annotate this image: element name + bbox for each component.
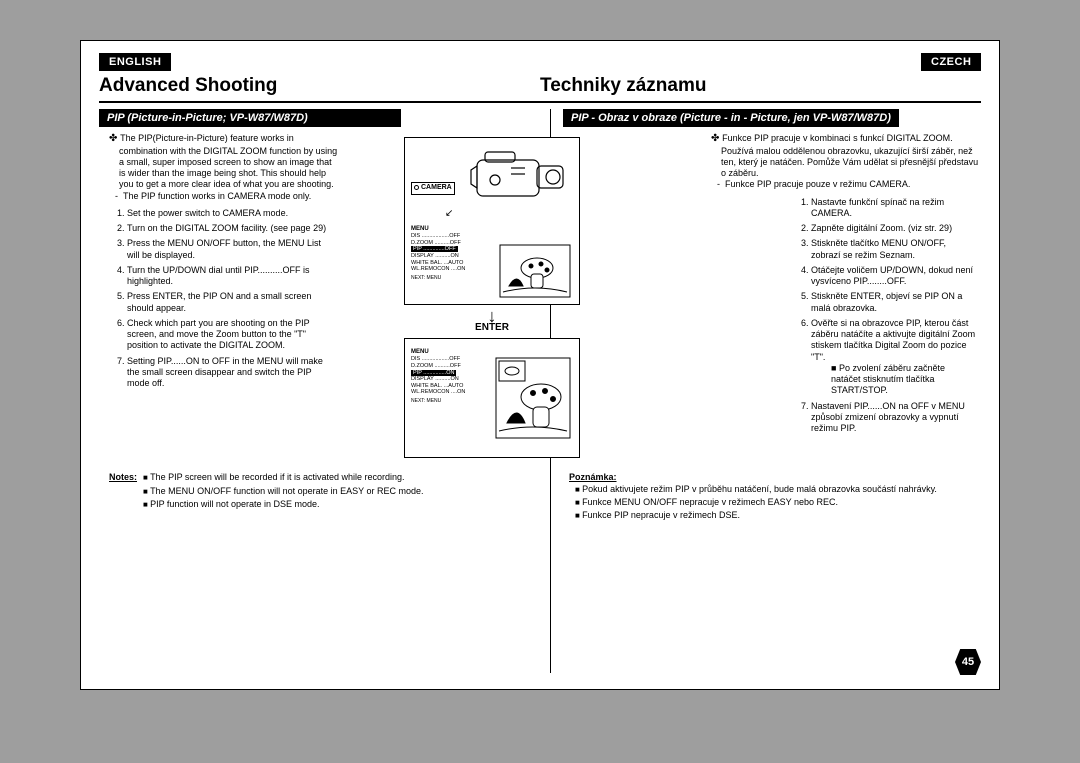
subtitle-en: PIP (Picture-in-Picture; VP-W87/W87D) (99, 109, 401, 127)
menu2-title: MENU (411, 349, 493, 356)
en-step-6: Check which part you are shooting on the… (127, 318, 339, 352)
cz-notes-col: Poznámka: Pokud aktivujete režim PIP v p… (569, 472, 949, 523)
menu2-l1: D.ZOOM ..........OFF (411, 363, 493, 370)
en-steps: Set the power switch to CAMERA mode. Tur… (99, 208, 339, 390)
en-note-3: PIP function will not operate in DSE mod… (155, 499, 539, 510)
menu1-l1: D.ZOOM ..........OFF (411, 240, 493, 247)
cz-intro2: Používá malou oddělenou obrazovku, ukazu… (701, 146, 981, 180)
cz-intro-dash: - Funkce PIP pracuje pouze v režimu CAME… (701, 179, 981, 190)
manual-page: ENGLISH CZECH Advanced Shooting Techniky… (80, 40, 1000, 690)
cz-step-6-sub-text: Po zvolení záběru začněte natáčet stiskn… (831, 363, 977, 397)
cz-step-3: Stiskněte tlačítko MENU ON/OFF, zobrazí … (811, 238, 981, 261)
en-notes-list: The PIP screen will be recorded if it is… (99, 472, 539, 510)
en-note-1: The PIP screen will be recorded if it is… (155, 472, 539, 483)
cz-step-4: Otáčejte voličem UP/DOWN, dokud není vys… (811, 265, 981, 288)
mushroom-scene-2 (495, 357, 571, 439)
illustration-column: CAMERA ↙ MENU DIS .............. (397, 133, 587, 464)
menu2-l4: WHITE BAL. ...AUTO (411, 383, 493, 390)
en-step-2: Turn on the DIGITAL ZOOM facility. (see … (127, 223, 339, 234)
cz-step-6-sub: Po zvolení záběru začněte natáčet stiskn… (811, 363, 977, 397)
main-content: The PIP(Picture-in-Picture) feature work… (99, 133, 981, 464)
en-intro-dash-text: The PIP function works in CAMERA mode on… (123, 191, 311, 201)
subtitle-row: PIP (Picture-in-Picture; VP-W87/W87D) PI… (99, 109, 981, 127)
cz-step-6-text: Ověřte si na obrazovce PIP, kterou část … (811, 318, 975, 362)
menu-screen-1: MENU DIS ..................OFF D.ZOOM ..… (411, 226, 493, 281)
camera-icon (465, 142, 575, 212)
menu1-l2: PIP ..............OFF (411, 246, 458, 252)
cz-steps: Nastavte funkční spínač na režim CAMERA.… (771, 197, 981, 435)
en-intro: The PIP(Picture-in-Picture) feature work… (109, 133, 339, 191)
cz-intro: Funkce PIP pracuje v kombinaci s funkcí … (711, 133, 981, 146)
en-step-1: Set the power switch to CAMERA mode. (127, 208, 339, 219)
en-notes-col: Notes: The PIP screen will be recorded i… (99, 472, 539, 523)
cz-intro-dash-text: Funkce PIP pracuje pouze v režimu CAMERA… (725, 179, 910, 189)
en-intro-dash: - The PIP function works in CAMERA mode … (99, 191, 339, 202)
page-number-badge: 45 (955, 649, 981, 675)
cz-step-1: Nastavte funkční spínač na režim CAMERA. (811, 197, 981, 220)
en-step-3: Press the MENU ON/OFF button, the MENU L… (127, 238, 339, 261)
mushroom-scene-1 (499, 244, 571, 298)
title-row: Advanced Shooting Techniky záznamu (99, 73, 981, 103)
menu1-title: MENU (411, 226, 493, 233)
menu1-l0: DIS ..................OFF (411, 233, 493, 240)
cz-note-3: Funkce PIP nepracuje v režimech DSE. (587, 510, 949, 521)
menu2-l2: PIP ...............ON (411, 370, 456, 376)
menu1-l4: WHITE BAL. ...AUTO (411, 260, 493, 267)
cz-note-1: Pokud aktivujete režim PIP v průběhu nat… (587, 484, 949, 495)
en-step-4: Turn the UP/DOWN dial until PIP.........… (127, 265, 339, 288)
arrow-icon: ↙ (445, 208, 453, 221)
cz-step-2: Zapněte digitální Zoom. (viz str. 29) (811, 223, 981, 234)
menu1-l5: WL.REMOCON ....ON (411, 266, 493, 273)
enter-indicator: ↓ ENTER (397, 311, 587, 334)
cz-step-7: Nastavení PIP......ON na OFF v MENU způs… (811, 401, 981, 435)
title-cz: Techniky záznamu (540, 73, 981, 101)
language-tabs: ENGLISH CZECH (99, 53, 981, 71)
cz-notes-list: Pokud aktivujete režim PIP v průběhu nat… (569, 484, 949, 522)
cz-notes-label: Poznámka: (569, 472, 617, 482)
en-note-2: The MENU ON/OFF function will not operat… (155, 486, 539, 497)
menu-screen-2: MENU DIS ..................OFF D.ZOOM ..… (411, 349, 493, 404)
cz-note-2: Funkce MENU ON/OFF nepracuje v režimech … (587, 497, 949, 508)
camera-label-text: CAMERA (421, 184, 452, 191)
illustration-2: MENU DIS ..................OFF D.ZOOM ..… (404, 338, 580, 458)
czech-column: Funkce PIP pracuje v kombinaci s funkcí … (701, 133, 981, 464)
cz-step-6: Ověřte si na obrazovce PIP, kterou část … (811, 318, 981, 397)
menu1-next: NEXT: MENU (411, 275, 493, 281)
en-notes-label: Notes: (109, 472, 137, 483)
notes-row: Notes: The PIP screen will be recorded i… (99, 472, 981, 523)
menu2-l3: DISPLAY ..........ON (411, 376, 493, 383)
menu2-l5: WL.REMOCON ....ON (411, 389, 493, 396)
down-arrow-icon: ↓ (397, 311, 587, 322)
enter-label: ENTER (475, 322, 509, 333)
menu2-l0: DIS ..................OFF (411, 356, 493, 363)
menu1-l3: DISPLAY ..........ON (411, 253, 493, 260)
english-column: The PIP(Picture-in-Picture) feature work… (99, 133, 339, 464)
cz-step-5: Stiskněte ENTER, objeví se PIP ON a malá… (811, 291, 981, 314)
title-en: Advanced Shooting (99, 73, 540, 101)
lang-english-tab: ENGLISH (99, 53, 171, 71)
camera-mode-label: CAMERA (411, 182, 455, 195)
en-step-7: Setting PIP......ON to OFF in the MENU w… (127, 356, 339, 390)
illustration-1: CAMERA ↙ MENU DIS .............. (404, 137, 580, 305)
subtitle-cz: PIP - Obraz v obraze (Picture - in - Pic… (563, 109, 899, 127)
lang-czech-tab: CZECH (921, 53, 981, 71)
menu2-next: NEXT: MENU (411, 398, 493, 404)
en-step-5: Press ENTER, the PIP ON and a small scre… (127, 291, 339, 314)
